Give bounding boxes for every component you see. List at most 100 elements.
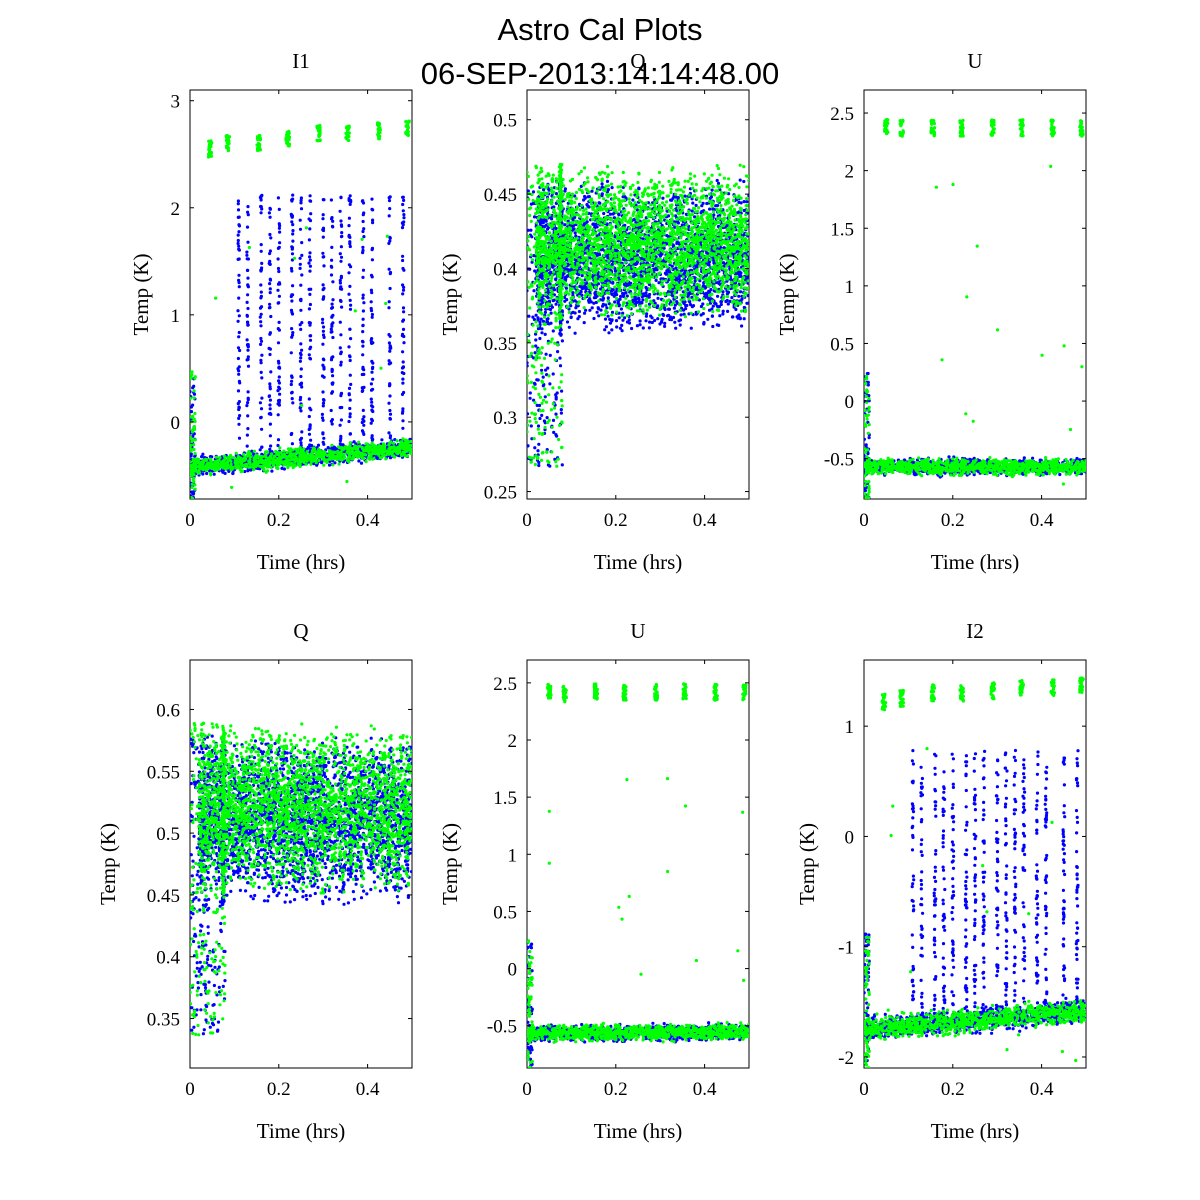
data-point (259, 268, 263, 272)
data-point (207, 142, 212, 146)
data-point (627, 321, 632, 325)
data-point (707, 263, 711, 267)
data-point (388, 345, 393, 349)
data-point (727, 192, 731, 196)
data-point (361, 330, 365, 334)
data-point (268, 332, 272, 336)
data-point (669, 198, 673, 202)
data-point (291, 331, 295, 335)
data-point (300, 348, 304, 352)
data-point (361, 367, 365, 371)
data-point (329, 408, 333, 413)
data-point (246, 205, 250, 209)
data-point (589, 300, 593, 304)
data-point (682, 312, 686, 316)
data-point (237, 224, 242, 228)
data-point (308, 194, 312, 198)
data-point (268, 249, 272, 253)
data-point (635, 324, 640, 328)
data-point (387, 401, 391, 405)
data-point (400, 392, 405, 396)
data-point (605, 306, 609, 310)
data-point (298, 227, 303, 231)
data-point (316, 126, 320, 130)
data-point (709, 287, 713, 292)
data-point (357, 440, 361, 444)
data-point (348, 327, 352, 331)
data-point (671, 294, 675, 298)
data-point (620, 323, 624, 327)
data-point (246, 293, 250, 297)
data-point (190, 376, 193, 381)
data-point (353, 454, 357, 458)
data-point (330, 216, 334, 220)
data-point (322, 367, 326, 371)
data-point (361, 248, 365, 253)
data-point (599, 308, 603, 312)
data-point (193, 461, 197, 465)
data-point (237, 273, 241, 277)
data-point (278, 241, 282, 245)
data-point (259, 339, 264, 343)
data-point (329, 419, 333, 423)
data-point (259, 324, 263, 328)
data-point (193, 376, 197, 380)
data-point (331, 219, 335, 223)
data-point (356, 446, 360, 450)
data-point (401, 319, 405, 323)
data-point (190, 370, 193, 374)
data-point (739, 201, 743, 205)
data-point (357, 459, 361, 463)
data-point (222, 462, 226, 466)
data-point (308, 443, 312, 447)
data-point (322, 453, 326, 457)
data-point (277, 375, 281, 379)
data-point (191, 386, 195, 390)
data-point (378, 131, 382, 135)
data-point (563, 295, 567, 299)
data-point (268, 305, 272, 310)
data-point (268, 252, 272, 256)
data-point (317, 134, 321, 138)
data-point (237, 314, 241, 318)
data-point (269, 314, 273, 319)
data-point (339, 255, 344, 259)
data-point (309, 462, 313, 466)
data-point (245, 225, 250, 229)
data-point (260, 427, 264, 431)
data-point (248, 460, 252, 464)
data-point (298, 382, 302, 386)
data-point (287, 135, 291, 139)
data-point (384, 301, 388, 306)
data-point (251, 465, 255, 469)
data-point (276, 413, 280, 417)
data-point (325, 460, 329, 465)
data-point (322, 463, 326, 467)
data-point (189, 505, 192, 508)
data-point (277, 462, 282, 466)
data-point (192, 447, 196, 452)
data-point (307, 307, 311, 311)
data-point (540, 327, 544, 331)
data-point (213, 460, 217, 464)
data-point (305, 447, 309, 451)
data-point (322, 335, 326, 339)
x-tick-label: 0 (185, 510, 195, 531)
data-point (245, 250, 249, 254)
data-point (307, 353, 311, 357)
data-point (719, 302, 723, 307)
data-point (190, 482, 194, 486)
data-point (208, 457, 212, 461)
data-point (370, 197, 374, 201)
data-point (259, 358, 263, 362)
data-point (277, 366, 281, 370)
data-point (371, 361, 375, 365)
data-point (347, 460, 351, 464)
data-point (305, 450, 309, 454)
data-point (298, 406, 302, 410)
data-point (248, 457, 252, 461)
data-point (298, 256, 302, 260)
y-axis-label: Temp (K) (129, 254, 153, 336)
data-point (377, 450, 381, 454)
